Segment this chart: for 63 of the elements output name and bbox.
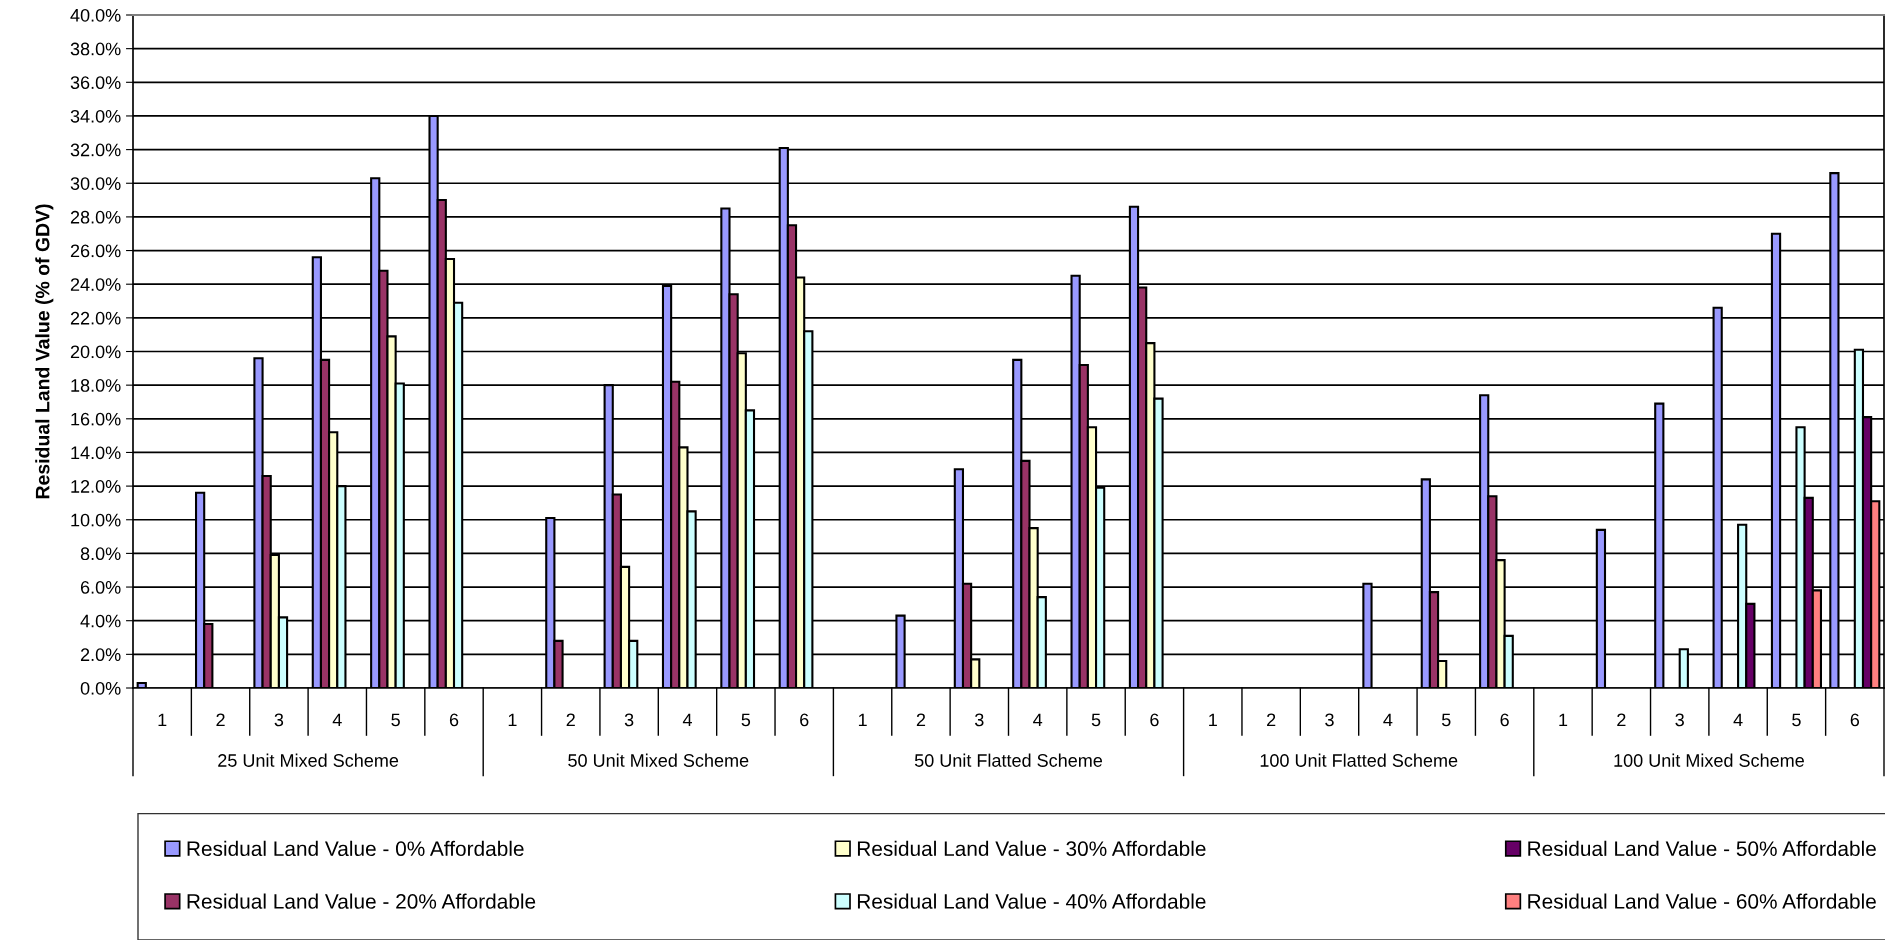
y-tick-label: 22.0% bbox=[70, 311, 121, 325]
y-tick-label: 14.0% bbox=[71, 446, 121, 460]
legend-label: Residual Land Value - 50% Affordable bbox=[1528, 840, 1876, 857]
x-tick-label: 5 bbox=[741, 713, 751, 727]
x-tick-label: 5 bbox=[1792, 713, 1801, 727]
x-tick-label: 4 bbox=[1733, 713, 1743, 727]
x-tick-label: 4 bbox=[1383, 713, 1393, 727]
text: 50 Unit Mixed Scheme bbox=[568, 753, 749, 767]
x-tick-label: 4 bbox=[332, 713, 342, 727]
y-tick-label: 40.0% bbox=[70, 8, 121, 22]
y-tick-label: 24.0% bbox=[70, 278, 121, 291]
x-tick-label: 6 bbox=[800, 713, 809, 727]
x-tick-label: 5 bbox=[391, 713, 400, 727]
y-tick-label: 10.0% bbox=[71, 513, 121, 527]
x-tick-label: 1 bbox=[1559, 713, 1568, 727]
y-tick-label: 12.0% bbox=[71, 480, 121, 493]
y-tick-label: 32.0% bbox=[70, 143, 121, 157]
legend-label: Residual Land Value - 60% Affordable bbox=[1528, 893, 1876, 909]
text: 100 Unit Mixed Scheme bbox=[1614, 753, 1804, 767]
x-tick-label: 6 bbox=[449, 713, 459, 727]
x-tick-label: 4 bbox=[682, 713, 692, 727]
text: 100 Unit Flatted Scheme bbox=[1260, 753, 1458, 767]
x-tick-label: 2 bbox=[216, 713, 225, 727]
legend-label: Residual Land Value - 0% Affordable bbox=[187, 840, 524, 857]
x-tick-label: 1 bbox=[858, 713, 867, 727]
y-axis-title: Residual Land Value (% of GDV) bbox=[35, 204, 54, 499]
x-tick-label: 6 bbox=[1850, 713, 1860, 727]
y-tick-label: 0.0% bbox=[80, 681, 121, 695]
x-tick-label: 3 bbox=[1675, 713, 1684, 727]
x-tick-label: 2 bbox=[1267, 713, 1276, 727]
x-tick-label: 2 bbox=[916, 713, 926, 727]
text: 50 Unit Flatted Scheme bbox=[914, 753, 1103, 767]
x-tick-label: 1 bbox=[158, 713, 167, 727]
legend-label: Residual Land Value - 40% Affordable bbox=[857, 893, 1206, 909]
x-tick-label: 5 bbox=[1441, 713, 1451, 727]
y-tick-label: 16.0% bbox=[71, 412, 121, 426]
y-tick-label: 30.0% bbox=[70, 177, 121, 190]
y-tick-label: 26.0% bbox=[70, 244, 121, 258]
y-tick-label: 4.0% bbox=[80, 614, 121, 628]
legend-label: Residual Land Value - 20% Affordable bbox=[187, 893, 536, 909]
x-tick-label: 5 bbox=[1091, 713, 1101, 727]
y-tick-label: 2.0% bbox=[80, 648, 121, 662]
y-tick-label: 28.0% bbox=[70, 210, 121, 224]
x-tick-label: 4 bbox=[1033, 713, 1043, 727]
y-tick-label: 36.0% bbox=[70, 76, 121, 90]
x-tick-label: 3 bbox=[1325, 713, 1334, 727]
legend-label: Residual Land Value - 30% Affordable bbox=[857, 840, 1206, 857]
x-tick-label: 3 bbox=[274, 713, 284, 727]
x-tick-label: 3 bbox=[624, 713, 634, 727]
y-tick-label: 18.0% bbox=[71, 379, 121, 392]
y-tick-label: 6.0% bbox=[80, 580, 121, 594]
x-tick-label: 6 bbox=[1500, 713, 1509, 727]
x-tick-label: 3 bbox=[974, 713, 984, 727]
y-tick-label: 20.0% bbox=[70, 345, 121, 359]
x-tick-label: 1 bbox=[508, 713, 517, 727]
x-tick-label: 2 bbox=[1617, 713, 1626, 727]
y-tick-label: 8.0% bbox=[80, 547, 121, 561]
y-tick-label: 34.0% bbox=[70, 109, 121, 123]
text: 25 Unit Mixed Scheme bbox=[218, 753, 399, 767]
x-tick-label: 2 bbox=[566, 713, 575, 727]
y-tick-label: 38.0% bbox=[70, 42, 121, 56]
x-tick-label: 1 bbox=[1209, 713, 1217, 727]
x-tick-label: 6 bbox=[1150, 713, 1159, 727]
